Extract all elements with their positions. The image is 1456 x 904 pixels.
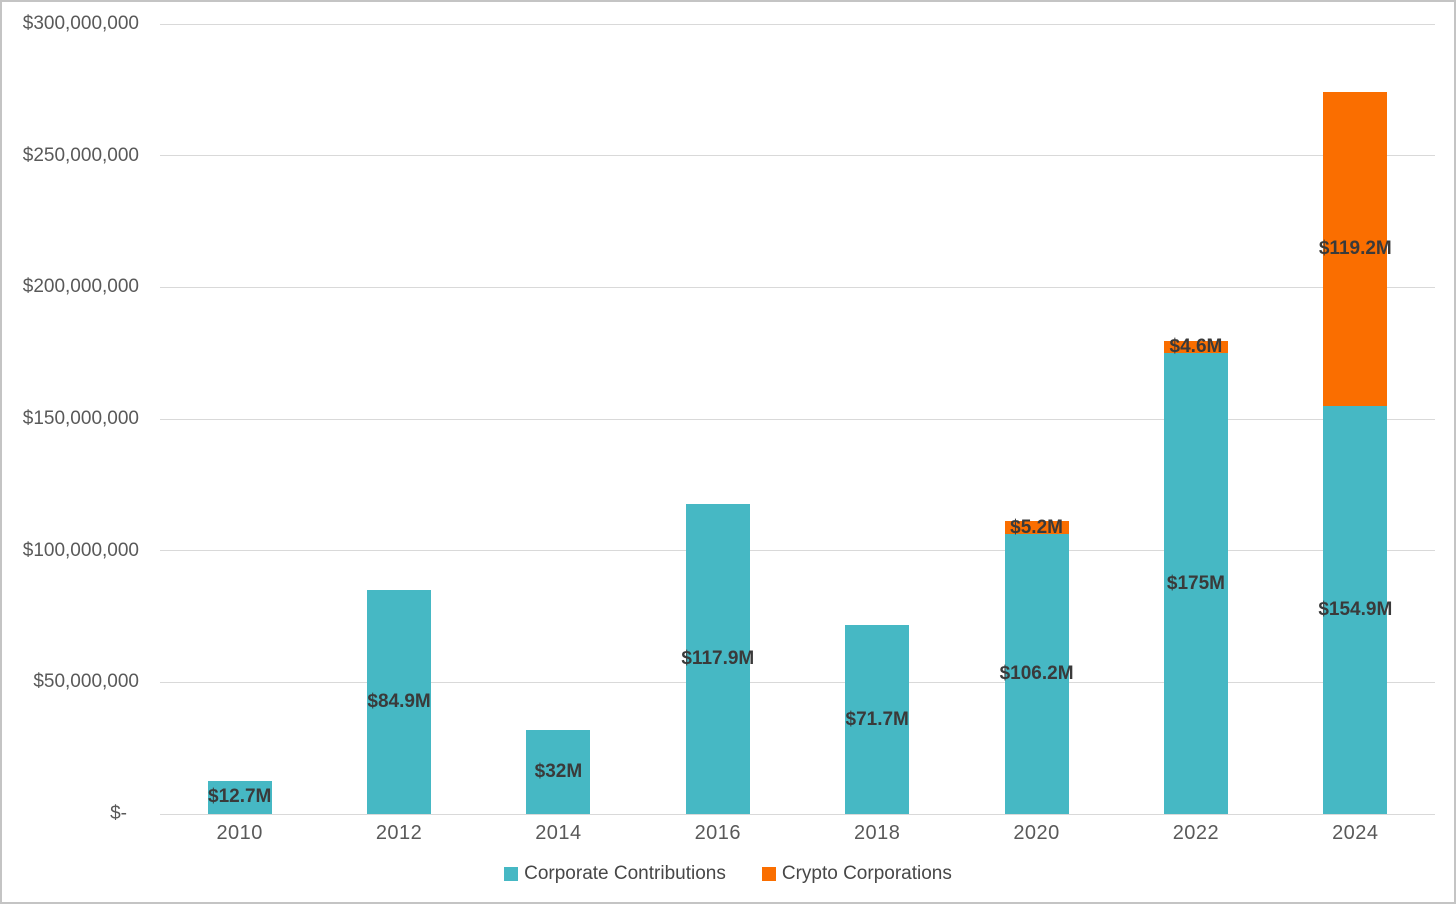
bar-segment: $154.9M [1318,406,1392,814]
bar-data-label: $12.7M [208,786,272,808]
bar-slot-2018: $71.7M [798,24,957,814]
y-axis-tick-label: $50,000,000 [33,671,139,693]
y-axis-ticks: $300,000,000 $250,000,000 $200,000,000 $150… [2,2,139,902]
legend: Corporate Contributions Crypto Corporatio… [2,863,1454,885]
stacked-bar-2012: $84.9M [367,590,432,814]
bar-segment: $175M [1163,353,1228,814]
bar-slot-2014: $32M [479,24,638,814]
bar-slot-2016: $117.9M [638,24,797,814]
bar-data-label: $175M [1166,572,1225,594]
stacked-bar-2024: $154.9M $119.2M [1318,92,1392,814]
stacked-bar-2022: $175M $4.6M [1163,336,1228,814]
x-axis-tick-label: 2012 [375,822,423,844]
stacked-bar-2016: $117.9M [681,503,754,814]
bar-data-label: $84.9M [367,691,431,713]
x-axis-tick-label: 2024 [1332,822,1379,844]
y-axis-tick-label: $300,000,000 [22,13,139,34]
gridline [160,286,1435,288]
x-axis-tick-label: 2010 [216,822,263,844]
bar-data-label: $5.2M [1010,516,1063,538]
bar-slot-2022: $175M $4.6M [1116,24,1275,814]
stacked-bar-2014: $32M [526,729,591,814]
bar-segment: $5.2M [1004,517,1069,538]
y-axis-tick-label: $250,000,000 [22,144,139,166]
x-axis-tick-label: 2014 [535,822,582,844]
bar-segment: $4.6M [1163,336,1228,357]
bar-segment: $84.9M [367,590,432,814]
bar-data-label: $4.6M [1169,336,1223,358]
gridline [160,418,1435,420]
x-axis-labels: 2010 2012 2014 2016 2018 2020 2022 2024 [160,822,1435,845]
bar-segment: $12.7M [207,780,272,814]
legend-label: Crypto Corporations [781,863,952,884]
bar-data-label: $32M [534,760,583,782]
bar-data-label: $119.2M [1318,238,1392,260]
bar-data-label: $154.9M [1318,599,1393,621]
bars-container: $12.7M $84.9M $32M $117.9M $71.7M $106.2M $5.2… [160,24,1435,814]
legend-item: Crypto Corporations [761,863,952,885]
gridline [160,550,1435,552]
bar-segment: $71.7M [845,625,910,814]
bar-segment: $117.9M [681,503,754,814]
bar-data-label: $106.2M [999,663,1074,685]
plot-area: $12.7M $84.9M $32M $117.9M $71.7M $106.2M $5.2… [160,23,1435,815]
x-axis-tick-label: 2018 [853,822,901,844]
y-axis-tick-label: $200,000,000 [22,276,139,298]
y-axis-tick-label: $- [110,803,127,824]
gridline [160,681,1435,683]
x-axis-tick-label: 2022 [1172,822,1220,844]
bar-slot-2020: $106.2M $5.2M [957,24,1116,814]
gridline [160,813,1435,815]
bar-data-label: $71.7M [845,708,909,730]
bar-slot-2024: $154.9M $119.2M [1276,24,1435,814]
stacked-bar-2018: $71.7M [845,625,910,814]
gridline [160,155,1435,157]
x-axis-tick-label: 2016 [694,822,742,844]
gridline [160,23,1435,25]
bar-slot-2012: $84.9M [319,24,478,814]
stacked-bar-2020: $106.2M $5.2M [1000,517,1074,814]
y-axis-tick-label: $100,000,000 [22,539,139,561]
x-axis-tick-label: 2020 [1013,822,1060,844]
bar-segment: $32M [526,729,591,814]
legend-swatch-icon [504,867,519,881]
y-axis-tick-label: $150,000,000 [22,408,139,429]
bar-segment: $106.2M [1000,534,1074,814]
bar-data-label: $117.9M [681,647,755,669]
legend-item: Corporate Contributions [504,863,726,885]
legend-label: Corporate Contributions [524,863,726,884]
stacked-bar-2010: $12.7M [207,780,272,814]
bar-segment: $119.2M [1319,92,1392,407]
bar-slot-2010: $12.7M [160,24,319,814]
legend-swatch-icon [761,867,776,881]
